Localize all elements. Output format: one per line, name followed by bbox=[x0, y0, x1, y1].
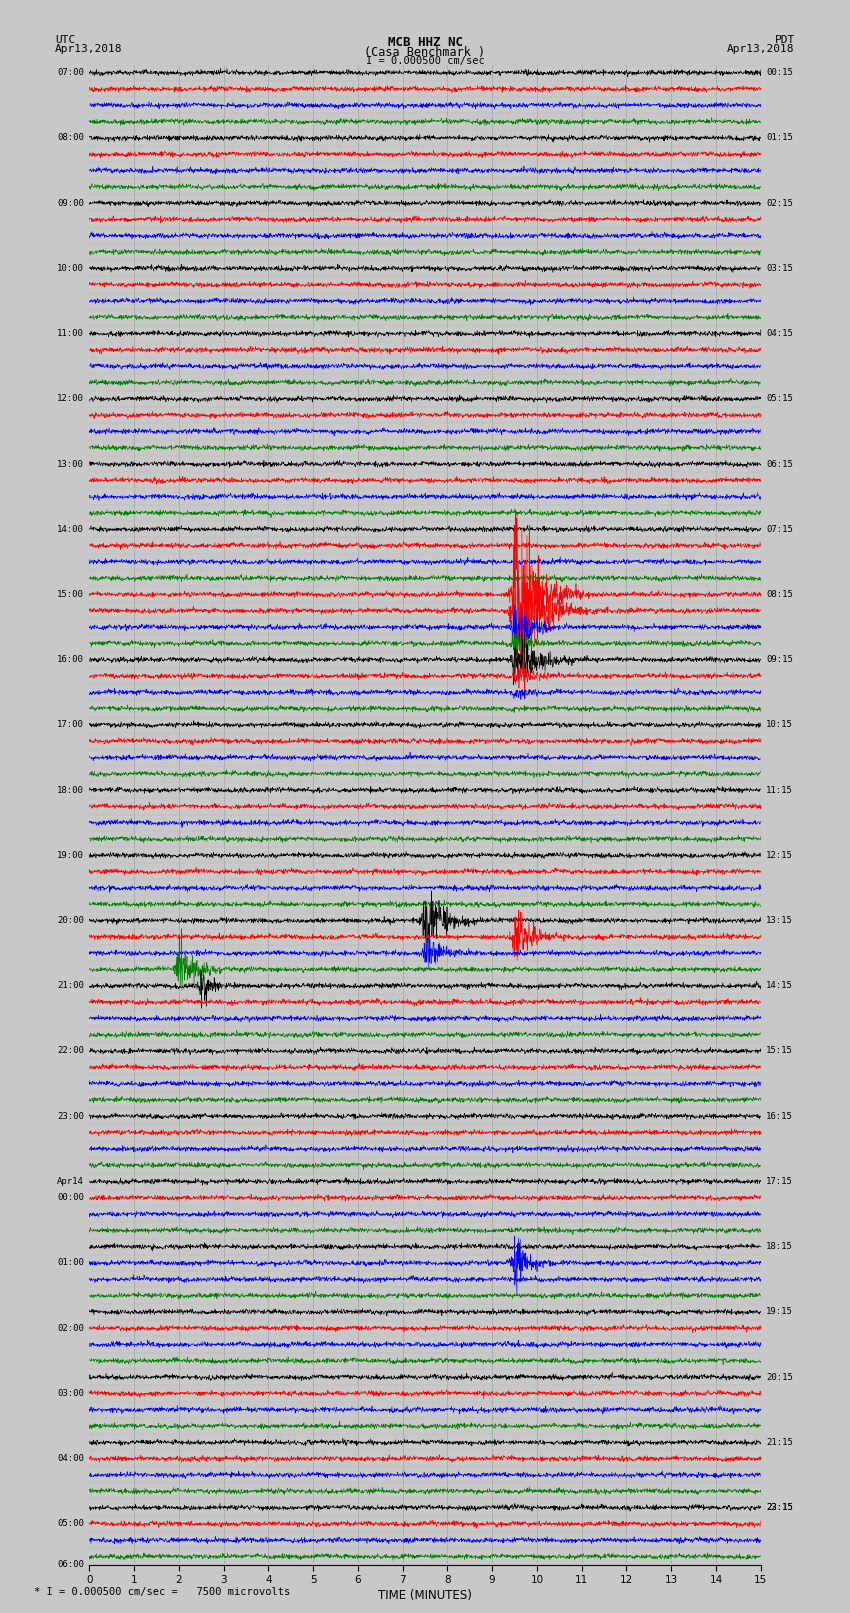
Text: 04:15: 04:15 bbox=[766, 329, 793, 339]
Text: 03:15: 03:15 bbox=[766, 265, 793, 273]
Text: 19:00: 19:00 bbox=[57, 850, 84, 860]
Text: 13:15: 13:15 bbox=[766, 916, 793, 924]
Text: 03:00: 03:00 bbox=[57, 1389, 84, 1398]
Text: 05:15: 05:15 bbox=[766, 394, 793, 403]
Text: 01:00: 01:00 bbox=[57, 1258, 84, 1268]
Text: 01:15: 01:15 bbox=[766, 134, 793, 142]
Text: UTC: UTC bbox=[55, 35, 76, 45]
Text: 17:15: 17:15 bbox=[766, 1177, 793, 1186]
Text: 17:00: 17:00 bbox=[57, 721, 84, 729]
Text: 18:15: 18:15 bbox=[766, 1242, 793, 1252]
Text: 20:15: 20:15 bbox=[766, 1373, 793, 1382]
Text: Apr14: Apr14 bbox=[57, 1177, 84, 1186]
Text: 21:00: 21:00 bbox=[57, 981, 84, 990]
Text: 06:00: 06:00 bbox=[57, 1560, 84, 1569]
Text: 18:00: 18:00 bbox=[57, 786, 84, 795]
Text: 08:00: 08:00 bbox=[57, 134, 84, 142]
Text: 14:00: 14:00 bbox=[57, 524, 84, 534]
Text: 11:00: 11:00 bbox=[57, 329, 84, 339]
X-axis label: TIME (MINUTES): TIME (MINUTES) bbox=[378, 1589, 472, 1602]
Text: 23:15: 23:15 bbox=[766, 1503, 793, 1511]
Text: 22:15: 22:15 bbox=[766, 1503, 793, 1511]
Text: (Casa Benchmark ): (Casa Benchmark ) bbox=[365, 45, 485, 60]
Text: 00:00: 00:00 bbox=[57, 1194, 84, 1202]
Text: Apr13,2018: Apr13,2018 bbox=[728, 44, 795, 55]
Text: 15:15: 15:15 bbox=[766, 1047, 793, 1055]
Text: 16:15: 16:15 bbox=[766, 1111, 793, 1121]
Text: 12:00: 12:00 bbox=[57, 394, 84, 403]
Text: 11:15: 11:15 bbox=[766, 786, 793, 795]
Text: 05:00: 05:00 bbox=[57, 1519, 84, 1529]
Text: 12:15: 12:15 bbox=[766, 850, 793, 860]
Text: * I = 0.000500 cm/sec =   7500 microvolts: * I = 0.000500 cm/sec = 7500 microvolts bbox=[34, 1587, 290, 1597]
Text: 13:00: 13:00 bbox=[57, 460, 84, 468]
Text: 06:15: 06:15 bbox=[766, 460, 793, 468]
Text: 07:00: 07:00 bbox=[57, 68, 84, 77]
Text: 08:15: 08:15 bbox=[766, 590, 793, 598]
Text: 21:15: 21:15 bbox=[766, 1437, 793, 1447]
Text: 00:15: 00:15 bbox=[766, 68, 793, 77]
Text: 16:00: 16:00 bbox=[57, 655, 84, 665]
Text: 20:00: 20:00 bbox=[57, 916, 84, 924]
Text: 04:00: 04:00 bbox=[57, 1455, 84, 1463]
Text: 14:15: 14:15 bbox=[766, 981, 793, 990]
Text: 09:15: 09:15 bbox=[766, 655, 793, 665]
Text: 02:00: 02:00 bbox=[57, 1324, 84, 1332]
Text: 15:00: 15:00 bbox=[57, 590, 84, 598]
Text: 22:00: 22:00 bbox=[57, 1047, 84, 1055]
Text: 10:15: 10:15 bbox=[766, 721, 793, 729]
Text: 19:15: 19:15 bbox=[766, 1308, 793, 1316]
Text: 07:15: 07:15 bbox=[766, 524, 793, 534]
Text: 23:00: 23:00 bbox=[57, 1111, 84, 1121]
Text: 02:15: 02:15 bbox=[766, 198, 793, 208]
Text: Apr13,2018: Apr13,2018 bbox=[55, 44, 122, 55]
Text: 10:00: 10:00 bbox=[57, 265, 84, 273]
Text: PDT: PDT bbox=[774, 35, 795, 45]
Text: MCB HHZ NC: MCB HHZ NC bbox=[388, 37, 462, 50]
Text: I = 0.000500 cm/sec: I = 0.000500 cm/sec bbox=[366, 56, 484, 66]
Text: 09:00: 09:00 bbox=[57, 198, 84, 208]
